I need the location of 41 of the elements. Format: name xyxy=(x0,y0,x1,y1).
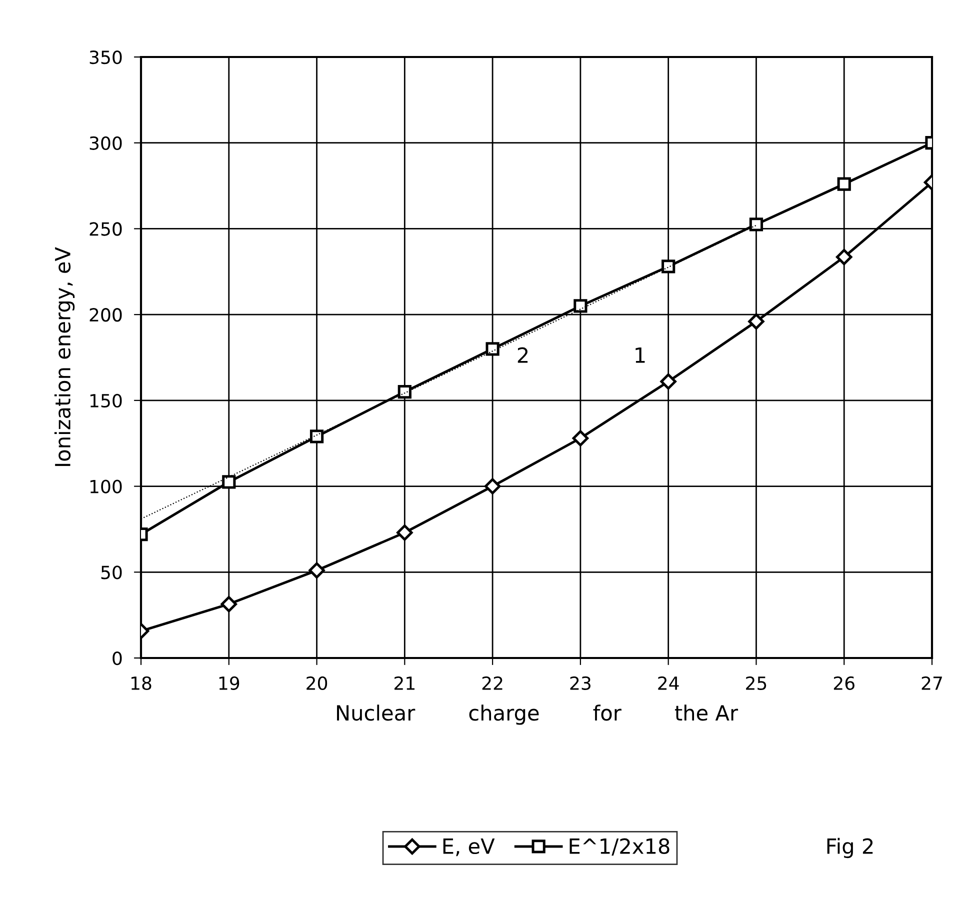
x-tick-label: 22 xyxy=(482,676,502,690)
y-tick-label: 300 xyxy=(90,136,122,150)
x-tick-label: 21 xyxy=(394,676,414,690)
x-tick-label: 20 xyxy=(306,676,328,690)
x-tick-label: 24 xyxy=(658,676,679,690)
point xyxy=(398,385,412,399)
x-tick-label: 23 xyxy=(570,676,590,690)
point xyxy=(836,248,852,266)
point xyxy=(662,260,676,274)
point xyxy=(396,524,413,541)
x-tick-label: 19 xyxy=(219,676,240,690)
point xyxy=(222,475,236,489)
point xyxy=(220,596,238,612)
point xyxy=(748,313,764,330)
point xyxy=(660,373,676,390)
annotation: 1 xyxy=(636,348,645,363)
y-tick-label: 100 xyxy=(90,480,122,494)
annotation: 2 xyxy=(518,347,528,363)
point xyxy=(484,478,501,494)
y-tick-label: 0 xyxy=(112,651,122,666)
y-tick-label: 350 xyxy=(90,50,122,64)
y-tick-label: 200 xyxy=(90,308,122,322)
legend-label: E, eV xyxy=(443,838,495,856)
caption: Fig 2 xyxy=(827,838,873,858)
x-tick-label: 26 xyxy=(834,676,854,690)
point xyxy=(486,342,500,356)
point xyxy=(749,218,764,232)
y-tick-label: 50 xyxy=(101,566,122,580)
legend-label: E^1/2x18 xyxy=(570,838,670,856)
y-tick-label: 250 xyxy=(90,222,122,236)
point xyxy=(837,177,851,191)
y-tick-label: 150 xyxy=(90,394,122,408)
y-axis-title: Ionization energy, eV xyxy=(54,247,75,466)
x-axis-title: Nuclear charge for the Ar xyxy=(337,704,738,725)
point xyxy=(574,299,588,313)
point xyxy=(572,430,589,446)
x-tick-label: 27 xyxy=(922,676,942,690)
point xyxy=(308,562,325,579)
x-tick-label: 25 xyxy=(746,676,766,690)
point xyxy=(310,430,324,444)
x-tick-label: 18 xyxy=(131,676,152,690)
